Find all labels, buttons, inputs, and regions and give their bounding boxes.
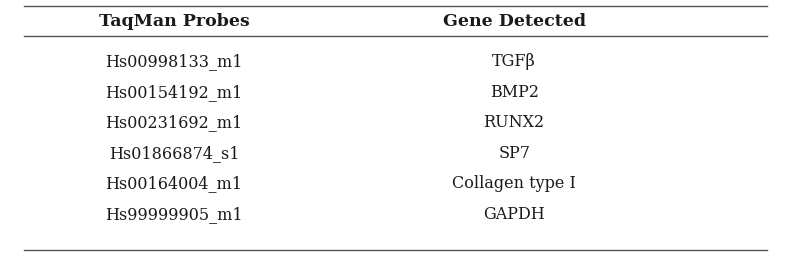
Text: Hs00998133_m1: Hs00998133_m1: [105, 53, 243, 70]
Text: Hs00164004_m1: Hs00164004_m1: [105, 175, 243, 192]
Text: TGFβ: TGFβ: [492, 53, 536, 70]
Text: Hs01866874_s1: Hs01866874_s1: [109, 145, 239, 162]
Text: GAPDH: GAPDH: [483, 206, 545, 223]
Text: Hs00231692_m1: Hs00231692_m1: [105, 114, 243, 131]
Text: Hs99999905_m1: Hs99999905_m1: [105, 206, 243, 223]
Text: Hs00154192_m1: Hs00154192_m1: [105, 84, 243, 101]
Text: RUNX2: RUNX2: [483, 114, 545, 131]
Text: SP7: SP7: [498, 145, 530, 162]
Text: TaqMan Probes: TaqMan Probes: [99, 13, 249, 30]
Text: Gene Detected: Gene Detected: [443, 13, 585, 30]
Text: Collagen type I: Collagen type I: [452, 175, 576, 192]
Text: BMP2: BMP2: [490, 84, 539, 101]
